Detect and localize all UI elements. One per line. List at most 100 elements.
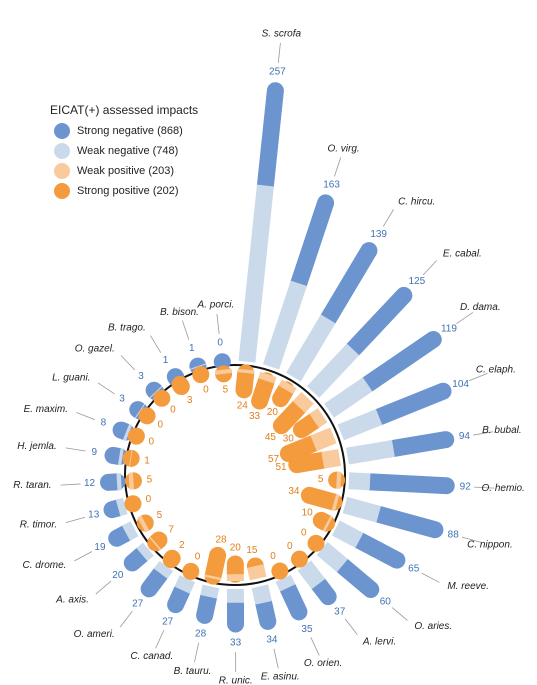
bar-segment — [137, 515, 150, 533]
outer-value-label: 257 — [269, 66, 286, 77]
leader-line — [334, 157, 342, 177]
inner-value-label: 51 — [275, 462, 287, 473]
category-label: O. virg. — [327, 143, 359, 154]
legend-title: EICAT(+) assessed impacts — [50, 103, 198, 117]
legend-label: Weak negative (748) — [77, 145, 178, 157]
bar-segment — [204, 546, 227, 585]
bar-segment — [247, 564, 267, 581]
inner-value-label: 3 — [187, 395, 193, 406]
category-label: L. guani. — [52, 372, 90, 383]
leader-line — [155, 629, 165, 649]
bar-segment — [384, 431, 455, 457]
bar-segment — [251, 372, 275, 410]
bar-segment — [321, 449, 341, 469]
inner-value-label: 5 — [147, 475, 153, 486]
bar-segment — [331, 520, 364, 548]
baseline-circle — [124, 364, 346, 586]
category-label: B. bison. — [160, 307, 199, 318]
bar-segment — [272, 381, 295, 408]
legend-label: Weak positive (203) — [77, 165, 174, 177]
bar-segment — [292, 391, 314, 413]
inner-value-label: 20 — [267, 407, 279, 418]
inner-value-label: 24 — [237, 400, 249, 411]
bar-segment — [312, 511, 336, 532]
bar-segment — [103, 499, 127, 519]
category-label: E. maxim. — [24, 404, 68, 415]
bar-segment — [238, 184, 274, 363]
category-label: C. hircu. — [398, 196, 435, 207]
legend-label: Strong negative (868) — [77, 125, 183, 137]
inner-value-label: 0 — [287, 541, 293, 552]
outer-value-label: 19 — [94, 542, 106, 553]
inner-value-label: 20 — [230, 543, 242, 554]
outer-value-label: 60 — [380, 596, 392, 607]
leader-line — [120, 355, 136, 371]
bar-segment — [316, 541, 348, 573]
inner-value-label: 7 — [168, 524, 174, 535]
bar-segment — [333, 557, 380, 598]
inner-value-label: 30 — [283, 433, 295, 444]
inner-value-label: 5 — [318, 474, 324, 485]
bar-segment — [129, 401, 149, 420]
outer-value-label: 28 — [195, 629, 207, 640]
inner-value-label: 0 — [195, 551, 201, 562]
category-label: E. cabal. — [443, 249, 482, 260]
inner-value-label: 0 — [146, 494, 152, 505]
bar-segment — [370, 382, 452, 426]
leader-line — [194, 642, 200, 663]
category-label: C. canad. — [130, 651, 173, 662]
bar-segment — [136, 542, 154, 562]
leader-line — [273, 648, 279, 669]
bar-segment — [255, 594, 277, 630]
leader-line — [382, 209, 394, 227]
category-label: A. porci. — [197, 300, 235, 311]
outer-value-label: 27 — [132, 599, 144, 610]
leader-line — [310, 637, 320, 656]
category-label: R. timor. — [20, 520, 57, 531]
outer-value-label: 20 — [112, 570, 124, 581]
inner-value-label: 45 — [265, 432, 277, 443]
bar-segment — [309, 408, 328, 428]
bar-segment — [300, 486, 343, 511]
outer-value-label: 0 — [217, 337, 223, 348]
category-label: O. ameri. — [74, 629, 115, 640]
category-label: A. axis. — [55, 595, 89, 606]
leader-line — [181, 320, 190, 340]
bar-segment — [297, 560, 326, 590]
leader-line — [65, 516, 86, 524]
bar-segment — [200, 584, 220, 599]
bar-segment — [122, 521, 139, 541]
legend-swatch — [54, 143, 70, 159]
outer-value-label: 33 — [230, 638, 242, 649]
inner-value-label: 0 — [301, 528, 307, 539]
legend-label: Strong positive (202) — [77, 185, 179, 197]
outer-value-label: 1 — [189, 343, 195, 354]
bar-segment — [331, 493, 340, 512]
bar-segment — [251, 584, 272, 605]
bar-segment — [278, 379, 297, 395]
bar-segment — [361, 473, 455, 495]
bar-segment — [235, 364, 255, 399]
inner-value-label: 0 — [148, 437, 154, 448]
outer-value-label: 9 — [91, 447, 97, 458]
bar-segment — [322, 515, 333, 532]
bar-segment — [344, 286, 413, 358]
leader-line — [421, 572, 440, 583]
bar-segment — [140, 565, 170, 598]
category-label: C. elaph. — [476, 365, 516, 376]
category-label: O. hemio. — [481, 483, 524, 494]
inner-value-label: 0 — [270, 551, 276, 562]
leader-line — [422, 260, 438, 276]
bar-segment — [112, 421, 135, 441]
bar-segment — [117, 448, 124, 466]
bar-segment — [145, 381, 165, 401]
bar-segment — [148, 536, 162, 551]
bar-segment — [258, 371, 277, 384]
category-label: B. trago. — [108, 323, 146, 334]
bar-segment — [359, 331, 442, 393]
category-label: O. gazel. — [75, 344, 115, 355]
bar-segment — [342, 496, 381, 523]
category-label: C. drome. — [23, 560, 67, 571]
outer-value-label: 34 — [266, 635, 278, 646]
